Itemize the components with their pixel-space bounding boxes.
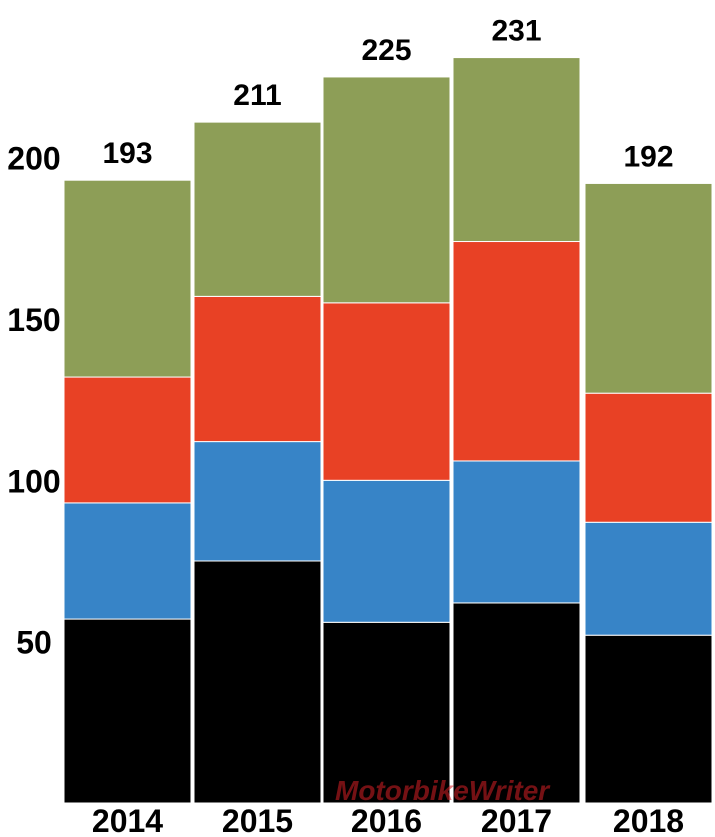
- total-label-2018: 192: [623, 140, 673, 173]
- x-tick-label-2016: 2016: [351, 803, 422, 837]
- bar-segment-2015-4: [193, 121, 322, 297]
- bar-segment-2016-2: [322, 479, 451, 623]
- total-label-2014: 193: [102, 137, 152, 170]
- y-tick-label-50: 50: [16, 625, 52, 661]
- y-tick-label-150: 150: [7, 302, 60, 338]
- bar-segment-2015-2: [193, 441, 322, 562]
- bar-segment-2018-4: [584, 182, 713, 394]
- bar-segment-2018-1: [584, 634, 713, 804]
- x-axis-tick-labels: 2014 2015 2016 2017 2018: [92, 803, 684, 837]
- bar-segment-2018-3: [584, 392, 713, 523]
- total-label-2016: 225: [361, 34, 411, 67]
- total-labels-group: 193 211 225 231 192: [102, 15, 673, 174]
- y-axis-tick-labels: 50 100 150 200: [7, 141, 60, 661]
- bar-segment-2014-3: [63, 376, 192, 504]
- bar-segment-2016-4: [322, 76, 451, 304]
- y-tick-label-100: 100: [7, 463, 60, 499]
- x-tick-label-2015: 2015: [222, 803, 293, 837]
- bar-segment-2014-4: [63, 179, 192, 378]
- bar-segment-2017-2: [452, 460, 581, 604]
- bar-segment-2014-1: [63, 618, 192, 804]
- bars-group: [63, 57, 713, 804]
- bar-segment-2016-1: [322, 621, 451, 804]
- total-label-2017: 231: [491, 15, 541, 48]
- bar-segment-2015-3: [193, 295, 322, 443]
- x-tick-label-2017: 2017: [481, 803, 552, 837]
- y-tick-label-200: 200: [7, 141, 60, 177]
- x-tick-label-2014: 2014: [92, 803, 163, 837]
- x-tick-label-2018: 2018: [613, 803, 684, 837]
- watermark-text: MotorbikeWriter: [335, 775, 551, 806]
- bar-segment-2017-1: [452, 602, 581, 804]
- bar-segment-2017-4: [452, 57, 581, 243]
- total-label-2015: 211: [233, 79, 281, 112]
- bar-segment-2016-3: [322, 302, 451, 481]
- bar-segment-2014-2: [63, 502, 192, 620]
- bar-segment-2017-3: [452, 241, 581, 462]
- bar-segment-2015-1: [193, 560, 322, 804]
- bar-segment-2018-2: [584, 521, 713, 636]
